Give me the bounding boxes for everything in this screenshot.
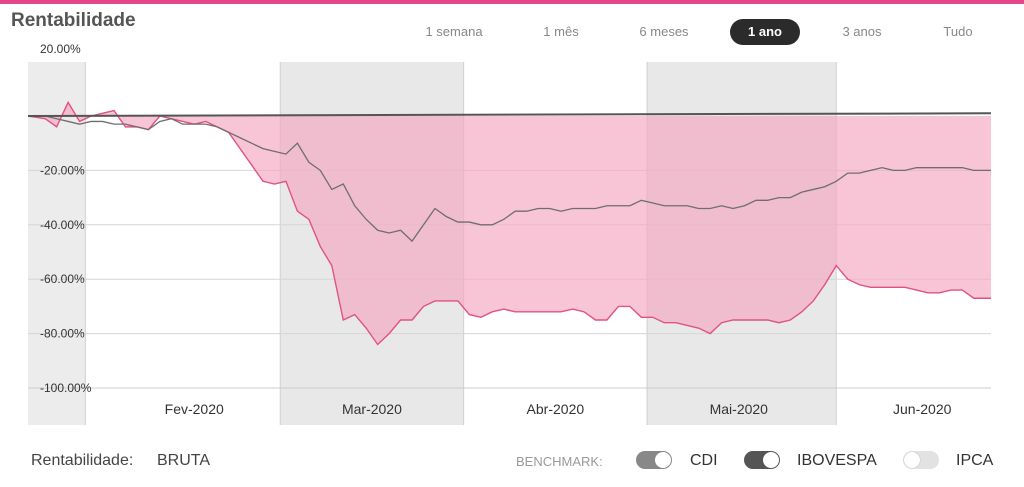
ipca-label: IPCA [956,452,994,469]
period-3-anos[interactable]: 3 anos [842,24,882,39]
x-tick-label: Jun-2020 [893,401,952,417]
x-tick-label: Abr-2020 [527,401,585,417]
x-tick-label: Mar-2020 [342,401,402,417]
rentabilidade-value[interactable]: BRUTA [157,452,211,469]
rentabilidade-label: Rentabilidade: [31,452,134,469]
period-1-ano[interactable]: 1 ano [730,19,800,45]
toggle-icon [904,452,920,468]
x-tick-label: Fev-2020 [165,401,224,417]
x-tick-label: Mai-2020 [710,401,769,417]
fund-area [28,102,991,345]
y-tick-label: -100.00% [40,381,92,395]
page-title: Rentabilidade [11,10,136,31]
ibovespa-line [28,115,991,243]
accent-top-bar [0,0,1024,4]
ipca-toggle[interactable] [903,451,939,469]
toggle-icon [763,452,779,468]
chart-footer: Rentabilidade: BRUTA BENCHMARK: CDI IBOV… [0,445,1024,479]
performance-chart: 20.00% -20.00% -40.00% -60.00% -80.00% -100.0… [27,42,992,425]
toggle-icon [655,452,671,468]
ibovespa-label: IBOVESPA [797,452,877,469]
y-tick-label: -80.00% [40,327,85,341]
cdi-line [27,112,992,117]
cdi-label: CDI [690,452,718,469]
period-tudo[interactable]: Tudo [943,24,973,39]
y-tick-label: -20.00% [40,163,85,177]
y-tick-label: 20.00% [40,42,81,56]
period-6-meses[interactable]: 6 meses [639,24,689,39]
period-1-mes[interactable]: 1 mês [543,24,579,39]
cdi-toggle[interactable] [636,451,672,469]
y-tick-label: -40.00% [40,218,85,232]
benchmark-label: BENCHMARK: [516,454,603,469]
period-selector: 1 semana 1 mês 6 meses 1 ano 3 anos Tudo [0,0,1024,60]
ibovespa-toggle[interactable] [744,451,780,469]
period-1-semana[interactable]: 1 semana [425,24,483,39]
y-tick-label: -60.00% [40,272,85,286]
